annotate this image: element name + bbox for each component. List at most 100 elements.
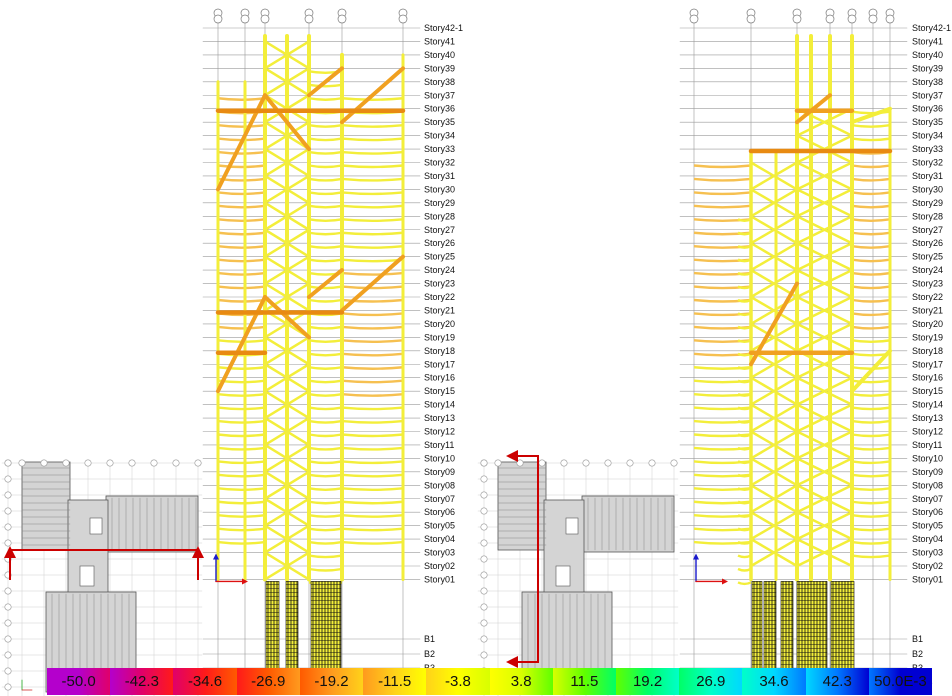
floor-beam <box>217 191 266 196</box>
story-label: Story21 <box>424 305 455 315</box>
core-brace <box>749 457 799 487</box>
grid-bubble-icon <box>480 571 488 579</box>
grid-bubble-icon <box>240 14 250 24</box>
floor-beam <box>851 312 891 317</box>
floor-beam <box>217 473 266 478</box>
floor-beam <box>693 164 752 169</box>
floor-beam <box>341 540 404 545</box>
floor-beam <box>341 460 404 465</box>
grid-bubble-icon <box>337 14 347 24</box>
grid-bubble-icon <box>4 539 12 547</box>
floor-beam <box>308 419 343 424</box>
floor-beam <box>693 191 752 196</box>
core-brace <box>263 416 311 447</box>
grid-bubble-icon <box>582 459 590 467</box>
floor-beam <box>308 514 343 518</box>
grid-bubble-icon <box>494 459 502 467</box>
core-brace <box>263 120 311 151</box>
floor-beam <box>217 123 266 128</box>
story-label: Story21 <box>912 305 943 315</box>
legend-swatch: -50.0 <box>47 668 111 695</box>
core-brace <box>749 161 799 191</box>
core-brace <box>795 215 854 245</box>
section-cut-line <box>9 549 199 580</box>
core-brace <box>749 188 799 218</box>
section-arrowhead-icon <box>4 546 16 558</box>
floor-beam <box>851 123 891 128</box>
floor-beam <box>308 150 343 155</box>
floor-beam <box>308 137 343 142</box>
legend-value-label: 26.9 <box>696 673 726 690</box>
floor-beam <box>308 366 343 370</box>
floor-beam <box>217 325 266 330</box>
floor-beam <box>851 419 891 424</box>
floor-beam <box>851 379 891 384</box>
story-label: Story02 <box>912 561 943 571</box>
floor-beam <box>308 231 343 236</box>
floor-beam <box>217 527 266 532</box>
floor-beam <box>851 554 891 559</box>
story-label: Story28 <box>424 211 455 221</box>
floor-beam <box>693 177 752 182</box>
story-label: Story29 <box>424 198 455 208</box>
story-label: Story05 <box>912 521 943 531</box>
legend-value-label: 42.3 <box>822 673 852 690</box>
legend-swatch: -26.9 <box>236 668 300 695</box>
story-label: Story17 <box>424 359 455 369</box>
section-arrowhead-icon <box>192 546 204 558</box>
core-brace <box>263 147 311 178</box>
legend-value-label: -19.2 <box>314 673 349 690</box>
floor-beam <box>341 285 404 290</box>
core-brace <box>795 322 854 353</box>
story-label: Story36 <box>424 104 455 114</box>
floor-beam <box>341 298 404 303</box>
core-brace <box>263 228 311 258</box>
grid-bubble-icon <box>40 459 48 467</box>
floor-beam <box>341 487 404 491</box>
legend-value-label: 19.2 <box>632 673 663 690</box>
story-label: Story23 <box>424 279 455 289</box>
story-label: Story27 <box>912 225 943 235</box>
h-axis-arrowhead <box>722 578 728 585</box>
outrigger-truss <box>263 93 311 152</box>
legend-swatch: 19.2 <box>615 668 680 695</box>
legend-swatch: 50.0E-3 <box>868 668 933 695</box>
grid-bubble-icon <box>18 459 26 467</box>
floor-beam <box>308 298 343 303</box>
z-axis-arrowhead <box>693 553 699 560</box>
floor-beam <box>308 164 343 169</box>
floor-beam <box>217 97 266 101</box>
plan-opening <box>79 565 95 587</box>
floor-beam <box>341 352 404 357</box>
grid-bubble-icon <box>194 459 202 467</box>
floor-beam <box>737 581 752 586</box>
floor-beam <box>308 339 343 344</box>
story-label: Story15 <box>424 386 455 396</box>
floor-beam <box>217 514 266 518</box>
floor-beam <box>341 325 404 330</box>
floor-beam <box>851 406 891 411</box>
story-label: Story34 <box>424 131 455 141</box>
grid-bubble-icon <box>480 619 488 627</box>
core-brace <box>263 389 311 420</box>
story-label: Story06 <box>424 507 455 517</box>
floor-beam <box>851 271 891 276</box>
outrigger-truss <box>263 295 311 340</box>
grid-bubble-icon <box>604 459 612 467</box>
core-brace <box>263 309 311 339</box>
floor-beam <box>308 97 343 101</box>
story-label: Story10 <box>424 453 455 463</box>
grid-bubble-icon <box>480 491 488 499</box>
core-brace <box>795 188 854 218</box>
floor-beam <box>851 446 891 451</box>
floor-beam <box>217 271 266 276</box>
story-label: Story28 <box>912 211 943 221</box>
floor-beam <box>341 123 404 128</box>
floor-beam <box>341 164 404 169</box>
core-brace <box>263 255 311 285</box>
story-label: Story18 <box>912 346 943 356</box>
z-axis-arrowhead <box>213 553 219 560</box>
grid-bubble-icon <box>62 459 70 467</box>
grid-bubble-icon <box>4 491 12 499</box>
floor-beam <box>341 406 404 411</box>
